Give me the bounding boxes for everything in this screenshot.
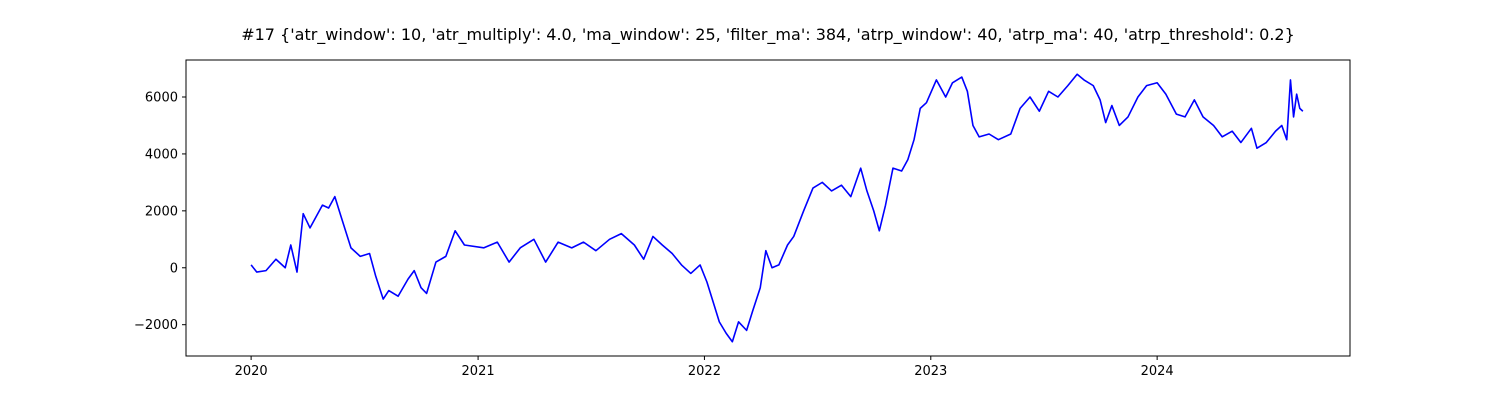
- x-tick-label: 2022: [688, 364, 721, 379]
- x-tick-label: 2023: [914, 364, 947, 379]
- x-tick-label: 2024: [1141, 364, 1174, 379]
- y-tick-label: 2000: [145, 204, 178, 219]
- axes-frame: [185, 59, 1351, 357]
- chart-title: #17 {'atr_window': 10, 'atr_multiply': 4…: [241, 25, 1295, 45]
- plot-area: 2020 2021 2022 2023 2024 −2000 0 2000 4000 6000: [134, 59, 1351, 379]
- y-tick-label: 4000: [145, 147, 178, 162]
- y-tick-label: 0: [170, 261, 178, 276]
- y-tick-label: 6000: [145, 91, 178, 106]
- x-tick-label: 2021: [462, 364, 495, 379]
- y-tick-label: −2000: [134, 318, 178, 333]
- x-tick-label: 2020: [235, 364, 268, 379]
- series-line-0: [250, 73, 1304, 343]
